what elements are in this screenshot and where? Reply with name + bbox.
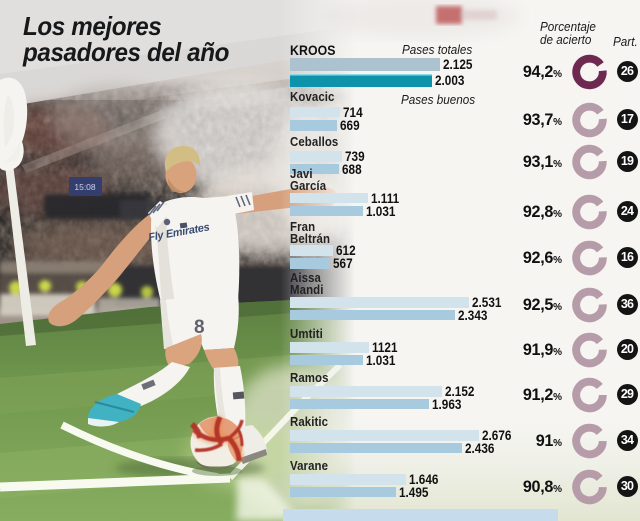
svg-text:15:08: 15:08 (74, 182, 96, 192)
svg-text:8: 8 (194, 317, 205, 338)
